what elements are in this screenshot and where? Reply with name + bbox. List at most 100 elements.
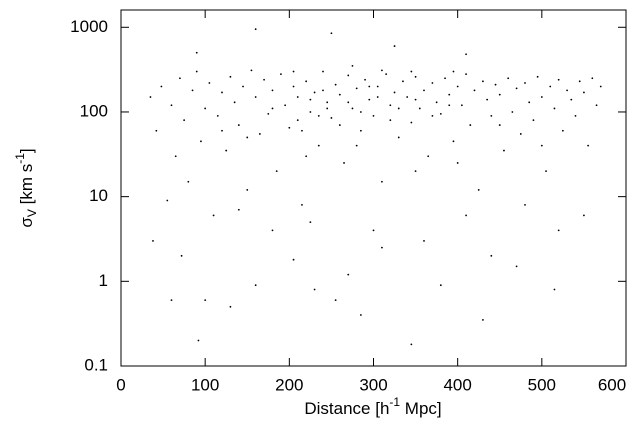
point bbox=[191, 89, 194, 92]
point bbox=[195, 51, 198, 54]
point bbox=[212, 214, 215, 217]
point bbox=[334, 299, 337, 302]
point bbox=[578, 80, 581, 83]
point bbox=[359, 111, 362, 113]
point bbox=[439, 112, 442, 115]
point bbox=[179, 77, 181, 80]
point bbox=[549, 85, 552, 88]
point bbox=[305, 155, 308, 158]
point bbox=[410, 121, 413, 124]
point bbox=[359, 129, 362, 132]
point bbox=[254, 96, 257, 98]
point bbox=[330, 32, 333, 35]
point bbox=[271, 229, 274, 232]
y-axis-label: σV [km s-1] bbox=[13, 148, 39, 227]
x-tick-label: 100 bbox=[191, 375, 219, 394]
point bbox=[456, 162, 459, 164]
point bbox=[160, 85, 163, 88]
point bbox=[338, 124, 341, 126]
point bbox=[452, 70, 455, 73]
point bbox=[418, 107, 421, 110]
point bbox=[364, 78, 366, 81]
point bbox=[233, 101, 236, 104]
x-label-sup: -1 bbox=[389, 395, 400, 409]
point bbox=[427, 155, 430, 158]
point bbox=[532, 119, 535, 122]
point bbox=[528, 101, 531, 104]
point bbox=[444, 77, 446, 80]
point bbox=[524, 203, 526, 206]
x-label-part: Mpc] bbox=[400, 399, 442, 418]
point bbox=[477, 189, 480, 191]
point bbox=[292, 258, 295, 261]
point bbox=[166, 199, 169, 202]
point bbox=[368, 85, 371, 88]
point bbox=[439, 284, 442, 287]
x-tick-label: 200 bbox=[275, 375, 303, 394]
point bbox=[296, 119, 299, 122]
point bbox=[595, 104, 598, 107]
point bbox=[351, 64, 354, 67]
point bbox=[275, 170, 278, 173]
point bbox=[545, 170, 547, 173]
point bbox=[557, 78, 560, 81]
point bbox=[423, 240, 425, 242]
y-label-part: ] bbox=[17, 148, 36, 153]
y-tick-label: 10 bbox=[89, 186, 108, 205]
point bbox=[258, 133, 261, 135]
point bbox=[149, 96, 152, 98]
x-tick-label: 0 bbox=[116, 375, 125, 394]
point bbox=[566, 89, 568, 92]
y-label-part: [km s bbox=[17, 164, 36, 209]
point bbox=[524, 82, 526, 84]
point bbox=[376, 96, 379, 98]
point bbox=[237, 124, 240, 126]
point bbox=[431, 114, 434, 117]
point bbox=[591, 77, 594, 80]
point bbox=[221, 129, 223, 132]
y-tick-label: 100 bbox=[80, 101, 108, 120]
point bbox=[246, 136, 249, 139]
point bbox=[587, 144, 590, 147]
point bbox=[490, 114, 493, 117]
point bbox=[393, 45, 396, 47]
point bbox=[574, 114, 577, 117]
point bbox=[414, 170, 417, 173]
point bbox=[435, 101, 438, 104]
point bbox=[338, 93, 341, 96]
point bbox=[309, 221, 312, 224]
point bbox=[486, 98, 489, 101]
x-tick-label: 300 bbox=[359, 375, 387, 394]
point bbox=[330, 117, 333, 119]
point bbox=[195, 70, 198, 73]
point bbox=[389, 104, 392, 107]
point bbox=[368, 98, 371, 101]
point bbox=[570, 98, 573, 101]
point bbox=[410, 343, 413, 346]
point bbox=[155, 129, 158, 132]
point bbox=[170, 299, 173, 302]
point bbox=[305, 80, 308, 83]
point bbox=[540, 144, 543, 147]
point bbox=[317, 144, 320, 147]
point bbox=[204, 299, 207, 302]
point bbox=[465, 73, 467, 75]
point bbox=[381, 69, 383, 72]
point bbox=[292, 70, 295, 73]
point bbox=[540, 96, 543, 98]
point bbox=[280, 73, 282, 75]
y-tick-label: 1000 bbox=[70, 17, 108, 36]
point bbox=[229, 75, 232, 78]
point bbox=[254, 284, 257, 287]
point bbox=[452, 140, 455, 143]
point bbox=[414, 75, 417, 78]
point bbox=[406, 96, 409, 98]
point bbox=[347, 273, 350, 276]
point bbox=[317, 114, 320, 117]
point bbox=[561, 129, 564, 132]
y-label-sub: V bbox=[25, 209, 39, 217]
point bbox=[583, 214, 585, 217]
point bbox=[271, 107, 274, 110]
point bbox=[187, 180, 190, 183]
y-label-sup: -1 bbox=[13, 153, 27, 164]
